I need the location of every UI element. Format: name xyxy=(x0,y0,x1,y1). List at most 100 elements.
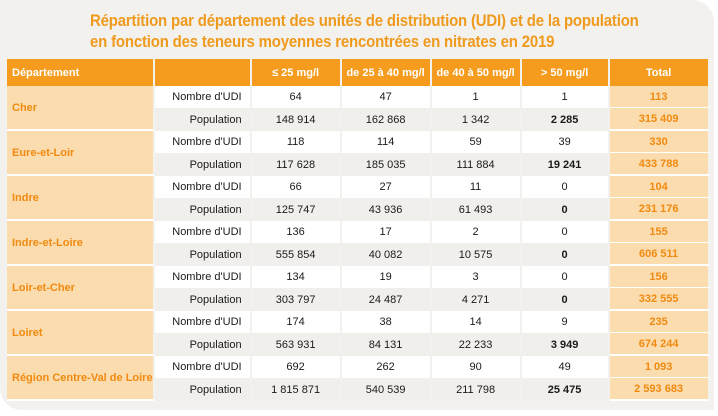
department-name: Eure-et-Loir xyxy=(7,131,155,176)
value-cell: 64 xyxy=(251,86,342,108)
value-cell: 11 xyxy=(431,176,522,198)
value-cell: 162 868 xyxy=(341,108,432,131)
table-row: Cher Nombre d'UDI 64 47 1 1 113 xyxy=(7,86,710,131)
value-cell: 10 575 xyxy=(431,243,522,266)
total-cell: 231 176 xyxy=(609,198,710,221)
value-cell: 134 xyxy=(251,266,342,288)
value-cell: 125 747 xyxy=(251,198,342,221)
value-cell: 22 233 xyxy=(431,333,522,356)
header-25-40: de 25 à 40 mg/l xyxy=(341,59,432,86)
row-label-udi: Nombre d'UDI xyxy=(154,311,252,333)
header-departement: Département xyxy=(7,59,155,86)
value-cell: 39 xyxy=(521,131,610,153)
table-row: Population 555 854 40 082 10 575 0 606 511 xyxy=(7,243,710,266)
value-cell: 136 xyxy=(251,221,342,243)
nitrates-table: Département ≤ 25 mg/l de 25 à 40 mg/l de… xyxy=(7,59,710,401)
value-cell: 185 035 xyxy=(341,153,432,176)
value-cell: 40 082 xyxy=(341,243,432,266)
table-row: Eure-et-Loir Nombre d'UDI 118 114 59 39 330 xyxy=(7,131,710,176)
row-label-udi: Nombre d'UDI xyxy=(154,266,252,288)
department-name: Loiret xyxy=(7,311,155,356)
table-row: Population 303 797 24 487 4 271 0 332 555 xyxy=(7,288,710,311)
value-cell: 262 xyxy=(341,356,432,378)
value-cell: 66 xyxy=(251,176,342,198)
total-cell: 332 555 xyxy=(609,288,710,311)
table-title: Répartition par département des unités d… xyxy=(90,10,639,52)
value-cell: 303 797 xyxy=(251,288,342,311)
row-label-udi: Nombre d'UDI xyxy=(154,221,252,243)
value-cell: 1 xyxy=(521,86,610,108)
value-cell: 84 131 xyxy=(341,333,432,356)
total-cell: 433 788 xyxy=(609,153,710,176)
header-total: Total xyxy=(609,59,710,86)
total-cell: 155 xyxy=(609,221,710,243)
table-row: Population 1 815 871 540 539 211 798 25 475 2… xyxy=(7,378,710,401)
value-cell: 1 342 xyxy=(431,108,522,131)
value-cell: 19 xyxy=(341,266,432,288)
value-cell: 4 271 xyxy=(431,288,522,311)
row-label-population: Population xyxy=(154,333,252,356)
table-row: Population 563 931 84 131 22 233 3 949 674 24… xyxy=(7,333,710,356)
row-label-udi: Nombre d'UDI xyxy=(154,176,252,198)
value-cell: 118 xyxy=(251,131,342,153)
value-cell: 49 xyxy=(521,356,610,378)
value-cell: 114 xyxy=(341,131,432,153)
department-name: Région Centre-Val de Loire xyxy=(7,356,155,401)
value-cell: 0 xyxy=(521,176,610,198)
table-row: Indre Nombre d'UDI 66 27 11 0 104 xyxy=(7,176,710,221)
value-cell: 563 931 xyxy=(251,333,342,356)
value-cell: 3 xyxy=(431,266,522,288)
table-row: Région Centre-Val de Loire Nombre d'UDI 69… xyxy=(7,356,710,401)
title-line-1: Répartition par département des unités d… xyxy=(90,11,639,30)
value-cell: 47 xyxy=(341,86,432,108)
value-cell: 1 815 871 xyxy=(251,378,342,401)
value-cell: 2 xyxy=(431,221,522,243)
total-cell: 156 xyxy=(609,266,710,288)
table-row: Loiret Nombre d'UDI 174 38 14 9 235 xyxy=(7,311,710,356)
value-cell: 3 949 xyxy=(521,333,610,356)
value-cell: 0 xyxy=(521,266,610,288)
value-cell: 540 539 xyxy=(341,378,432,401)
value-cell: 27 xyxy=(341,176,432,198)
value-cell: 59 xyxy=(431,131,522,153)
row-label-udi: Nombre d'UDI xyxy=(154,86,252,108)
total-cell: 2 593 683 xyxy=(609,378,710,401)
total-cell: 315 409 xyxy=(609,108,710,131)
header-indicator xyxy=(154,59,252,86)
total-cell: 1 093 xyxy=(609,356,710,378)
row-label-population: Population xyxy=(154,378,252,401)
row-label-population: Population xyxy=(154,108,252,131)
row-label-population: Population xyxy=(154,243,252,266)
row-label-population: Population xyxy=(154,288,252,311)
value-cell: 61 493 xyxy=(431,198,522,221)
value-cell: 0 xyxy=(521,221,610,243)
value-cell: 117 628 xyxy=(251,153,342,176)
total-cell: 104 xyxy=(609,176,710,198)
table-row: Population 117 628 185 035 111 884 19 241 433… xyxy=(7,153,710,176)
value-cell: 43 936 xyxy=(341,198,432,221)
department-name: Indre-et-Loire xyxy=(7,221,155,266)
header-row: Département ≤ 25 mg/l de 25 à 40 mg/l de… xyxy=(7,59,710,86)
total-cell: 113 xyxy=(609,86,710,108)
row-label-udi: Nombre d'UDI xyxy=(154,131,252,153)
table-row: Indre-et-Loire Nombre d'UDI 136 17 2 0 155 xyxy=(7,221,710,266)
value-cell: 17 xyxy=(341,221,432,243)
value-cell: 211 798 xyxy=(431,378,522,401)
value-cell: 90 xyxy=(431,356,522,378)
header-40-50: de 40 à 50 mg/l xyxy=(431,59,522,86)
value-cell: 9 xyxy=(521,311,610,333)
table-row: Population 148 914 162 868 1 342 2 285 315 40… xyxy=(7,108,710,131)
total-cell: 674 244 xyxy=(609,333,710,356)
value-cell: 692 xyxy=(251,356,342,378)
value-cell: 25 475 xyxy=(521,378,610,401)
value-cell: 2 285 xyxy=(521,108,610,131)
row-label-population: Population xyxy=(154,153,252,176)
total-cell: 235 xyxy=(609,311,710,333)
total-cell: 330 xyxy=(609,131,710,153)
department-name: Indre xyxy=(7,176,155,221)
value-cell: 174 xyxy=(251,311,342,333)
value-cell: 1 xyxy=(431,86,522,108)
value-cell: 19 241 xyxy=(521,153,610,176)
value-cell: 0 xyxy=(521,243,610,266)
